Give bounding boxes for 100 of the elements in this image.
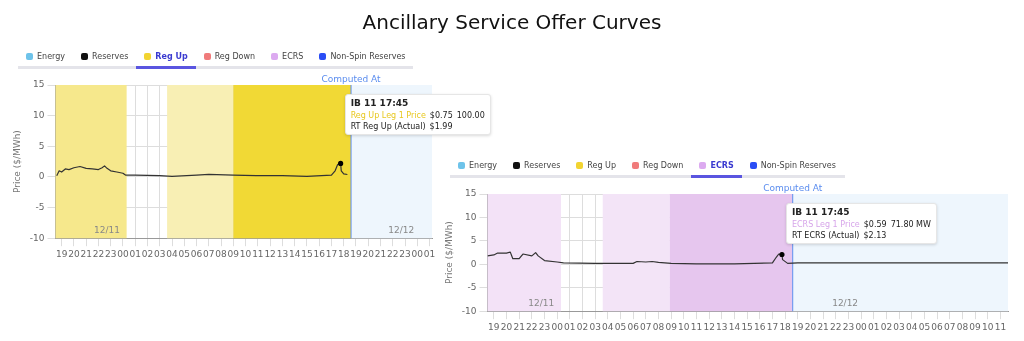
text: Reg Down bbox=[643, 160, 684, 170]
x-tick-label: 19 bbox=[488, 321, 500, 332]
x-tick-label: 00 bbox=[411, 248, 424, 259]
x-tick-label: 23 bbox=[538, 321, 551, 332]
x-tick-label: 06 bbox=[627, 321, 640, 332]
x-tick-label: 21 bbox=[513, 321, 525, 332]
x-tick-label: 22 bbox=[526, 321, 538, 332]
x-tick-label: 22 bbox=[830, 321, 842, 332]
x-tick-label: 02 bbox=[141, 248, 154, 259]
x-tick-label: 12 bbox=[703, 321, 715, 332]
text: Ancillary Service Offer Curves bbox=[361, 10, 663, 34]
annotation: IB 11 17:45 bbox=[350, 98, 410, 108]
text: ECRS bbox=[710, 160, 734, 170]
y-tick-label: -5 bbox=[467, 282, 477, 293]
text: 100.00 bbox=[456, 111, 485, 120]
annotation: RT Reg Up (Actual) bbox=[350, 122, 426, 131]
x-tick-label: 14 bbox=[728, 321, 741, 332]
y-tick-label: -5 bbox=[35, 201, 45, 212]
text: Energy bbox=[37, 51, 66, 61]
x-tick-label: 08 bbox=[956, 321, 969, 332]
x-tick-label: 19 bbox=[55, 248, 68, 259]
x-tick-label: 08 bbox=[215, 248, 228, 259]
x-tick-label: 02 bbox=[576, 321, 589, 332]
x-tick-label: 17 bbox=[766, 321, 779, 332]
x-tick-label: 00 bbox=[855, 321, 868, 332]
x-tick-label: 05 bbox=[614, 321, 627, 332]
x-tick-label: 05 bbox=[178, 248, 190, 259]
annotation: 71.80 MW bbox=[890, 220, 931, 229]
x-tick-label: 21 bbox=[374, 248, 387, 259]
x-tick-label: 16 bbox=[754, 321, 766, 332]
x-tick-label: 07 bbox=[640, 321, 652, 332]
x-tick-label: 13 bbox=[716, 321, 728, 332]
x-tick-label: 10 bbox=[982, 321, 994, 332]
x-tick-label: 12 bbox=[264, 248, 276, 259]
x-tick-label: 21 bbox=[80, 248, 92, 259]
x-tick-label: 03 bbox=[154, 248, 166, 259]
annotation: ECRS Leg 1 Price bbox=[791, 220, 860, 229]
x-tick-label: 22 bbox=[387, 248, 399, 259]
x-tick-label: 04 bbox=[602, 321, 614, 332]
x-tick-label: 01 bbox=[423, 248, 436, 259]
y-axis-title: Price ($/MWh) bbox=[11, 130, 22, 194]
x-tick-label: 06 bbox=[190, 248, 203, 259]
text: Reg Down bbox=[214, 51, 256, 61]
x-tick-label: 13 bbox=[276, 248, 289, 259]
x-tick-label: 20 bbox=[362, 248, 375, 259]
x-tick-label: 17 bbox=[325, 248, 338, 259]
x-tick-label: 01 bbox=[564, 321, 576, 332]
y-tick-label: 5 bbox=[470, 235, 477, 246]
x-tick-label: 14 bbox=[288, 248, 301, 259]
x-tick-label: 00 bbox=[117, 248, 129, 259]
text: Reserves bbox=[92, 51, 129, 61]
annotation: 12/12 bbox=[832, 298, 859, 309]
x-tick-label: 20 bbox=[500, 321, 513, 332]
x-tick-label: 23 bbox=[842, 321, 855, 332]
x-tick-label: 19 bbox=[350, 248, 362, 259]
x-tick-label: 18 bbox=[779, 321, 792, 332]
x-tick-label: 19 bbox=[792, 321, 804, 332]
x-tick-label: 15 bbox=[741, 321, 753, 332]
ref-line-label: Computed At bbox=[763, 182, 823, 193]
x-tick-label: 03 bbox=[893, 321, 905, 332]
text: Non-Spin Reserves bbox=[760, 160, 836, 170]
x-tick-label: 11 bbox=[690, 321, 703, 332]
y-tick-label: 10 bbox=[33, 109, 45, 120]
x-tick-label: 04 bbox=[166, 248, 179, 259]
annotation: IB 11 17:45 bbox=[791, 207, 851, 217]
x-tick-label: 09 bbox=[227, 248, 240, 259]
x-tick-label: 18 bbox=[337, 248, 350, 259]
x-tick-label: 08 bbox=[652, 321, 665, 332]
annotation: $2.13 bbox=[863, 231, 887, 240]
y-tick-label: -10 bbox=[29, 232, 45, 243]
x-tick-label: 01 bbox=[129, 248, 141, 259]
x-tick-label: 20 bbox=[68, 248, 80, 259]
annotation: 12/12 bbox=[388, 225, 415, 236]
y-tick-label: 0 bbox=[470, 258, 477, 269]
x-tick-label: 04 bbox=[906, 321, 918, 332]
y-tick-label: 15 bbox=[465, 188, 477, 199]
x-tick-label: 20 bbox=[804, 321, 817, 332]
x-tick-label: 05 bbox=[918, 321, 931, 332]
ref-line-label: Computed At bbox=[321, 73, 382, 84]
x-tick-label: 02 bbox=[880, 321, 893, 332]
x-tick-label: 07 bbox=[203, 248, 215, 259]
text: Reg Up bbox=[587, 160, 617, 170]
x-tick-label: 09 bbox=[665, 321, 678, 332]
annotation: $1.99 bbox=[429, 122, 453, 131]
text: Reg Up bbox=[155, 51, 188, 61]
annotation: Reg Up Leg 1 Price bbox=[350, 111, 426, 120]
x-tick-label: 07 bbox=[944, 321, 956, 332]
annotation: 12/11 bbox=[528, 298, 555, 309]
text: Non-Spin Reserves bbox=[330, 51, 406, 61]
y-tick-label: 10 bbox=[465, 211, 477, 222]
y-axis-title: Price ($/MWh) bbox=[443, 221, 454, 285]
x-tick-label: 23 bbox=[399, 248, 411, 259]
text: ECRS bbox=[282, 51, 304, 61]
x-tick-label: 06 bbox=[931, 321, 944, 332]
y-tick-label: -10 bbox=[461, 305, 477, 316]
y-tick-label: 5 bbox=[38, 140, 45, 151]
annotation: RT ECRS (Actual) bbox=[791, 231, 860, 240]
x-tick-label: 23 bbox=[104, 248, 117, 259]
y-tick-label: 0 bbox=[38, 171, 45, 182]
x-tick-label: 09 bbox=[969, 321, 982, 332]
